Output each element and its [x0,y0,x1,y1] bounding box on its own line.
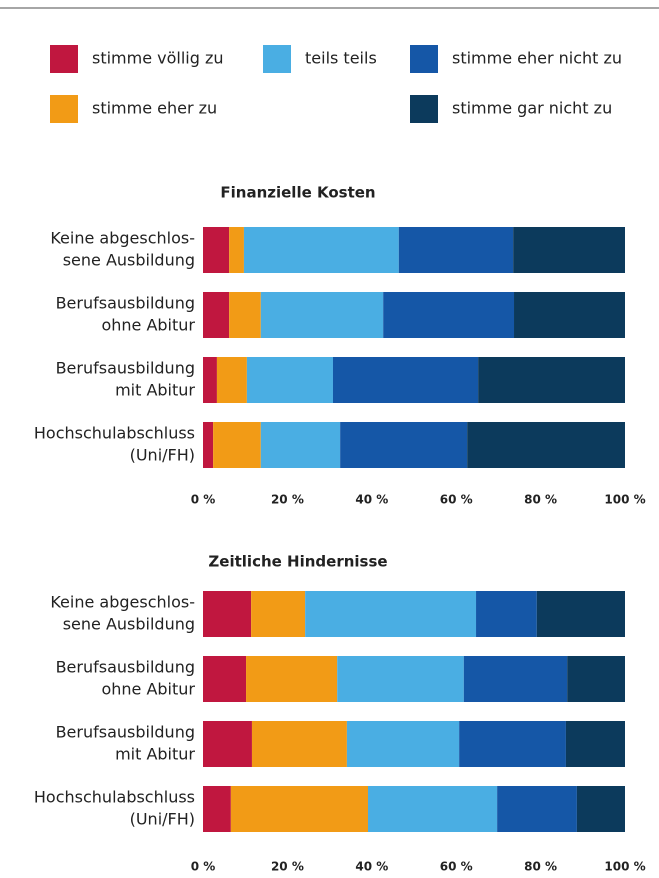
y-tick-label: sene Ausbildung [63,251,195,270]
bar-segment [251,721,347,767]
bar-segment [260,422,341,468]
y-tick-label: (Uni/FH) [130,446,195,465]
bar-segment [346,721,460,767]
bar-segment [368,786,498,832]
bar-segment [514,292,625,338]
x-tick-label: 20 % [271,493,304,507]
x-tick-label: 20 % [271,860,304,874]
bar-segment [305,591,477,637]
x-tick-label: 0 % [191,860,216,874]
legend-label: stimme eher nicht zu [452,49,622,68]
x-tick-label: 80 % [524,860,557,874]
bar-segment [463,656,568,702]
bar-segment [476,591,537,637]
y-tick-label: Berufsausbildung [56,294,195,313]
bar-segment [229,292,261,338]
y-tick-label: Hochschulabschluss [34,788,195,807]
bar-segment [565,721,625,767]
bar-segment [260,292,384,338]
y-tick-label: Keine abgeschlos- [50,593,195,612]
bar-segment [203,422,214,468]
bar-segment [203,292,230,338]
bar-segment [337,656,464,702]
bar-segment [203,227,230,273]
y-tick-label: Berufsausbildung [56,359,195,378]
x-tick-label: 100 % [604,860,645,874]
legend-swatch [263,45,291,73]
chart-title: Zeitliche Hindernisse [208,553,387,571]
bar-segment [246,656,338,702]
legend-swatch [50,95,78,123]
bar-segment [203,656,247,702]
bar-segment [229,227,244,273]
bar-segment [216,357,247,403]
bar-segment [251,591,306,637]
legend-label: stimme eher zu [92,99,217,118]
x-tick-label: 0 % [191,493,216,507]
bar-segment [467,422,625,468]
bar-segment [246,357,333,403]
y-tick-label: sene Ausbildung [63,615,195,634]
bar-segment [567,656,625,702]
legend-label: stimme völlig zu [92,49,224,68]
bar-segment [332,357,479,403]
y-tick-label: (Uni/FH) [130,810,195,829]
bar-segment [398,227,514,273]
legend-label: teils teils [305,49,377,68]
x-tick-label: 40 % [355,493,388,507]
legend-swatch [410,95,438,123]
bar-segment [203,721,252,767]
y-tick-label: Keine abgeschlos- [50,229,195,248]
chart-title: Finanzielle Kosten [220,184,375,202]
bar-segment [513,227,625,273]
bar-segment [203,357,217,403]
x-tick-label: 60 % [440,493,473,507]
bar-segment [497,786,577,832]
bar-segment [536,591,625,637]
y-tick-label: ohne Abitur [101,316,195,335]
legend-label: stimme gar nicht zu [452,99,612,118]
x-tick-label: 40 % [355,860,388,874]
bar-segment [203,786,231,832]
y-tick-label: mit Abitur [115,381,195,400]
x-tick-label: 60 % [440,860,473,874]
y-tick-label: Berufsausbildung [56,658,195,677]
bar-segment [576,786,625,832]
legend-swatch [410,45,438,73]
bar-segment [213,422,261,468]
bar-segment [203,591,252,637]
bar-segment [459,721,566,767]
bar-segment [383,292,515,338]
x-tick-label: 80 % [524,493,557,507]
y-tick-label: Berufsausbildung [56,723,195,742]
bar-segment [340,422,468,468]
x-tick-label: 100 % [604,493,645,507]
bar-segment [478,357,625,403]
legend-swatch [50,45,78,73]
bar-segment [230,786,369,832]
y-tick-label: mit Abitur [115,745,195,764]
y-tick-label: Hochschulabschluss [34,424,195,443]
bar-segment [243,227,399,273]
y-tick-label: ohne Abitur [101,680,195,699]
